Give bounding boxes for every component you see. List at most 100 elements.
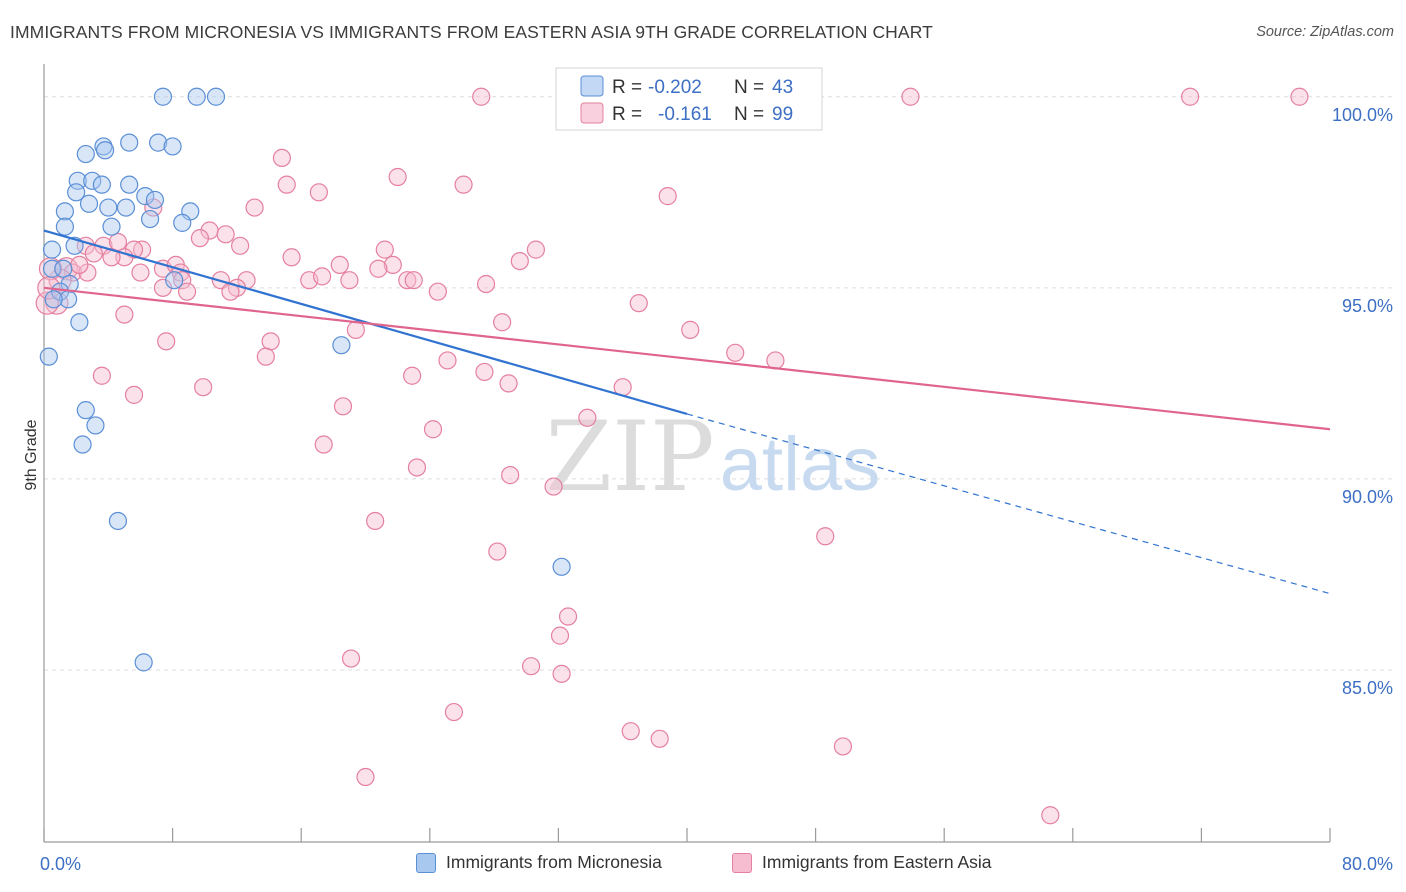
point-eastern-asia: [438, 351, 457, 370]
point-micronesia: [145, 190, 165, 210]
point-micronesia: [332, 336, 351, 355]
point-micronesia: [149, 133, 168, 152]
point-micronesia: [70, 313, 89, 332]
y-tick-label: 95.0%: [1342, 296, 1393, 316]
point-micronesia: [76, 144, 95, 164]
legend-r-value: -0.161: [658, 104, 712, 125]
chart-title: IMMIGRANTS FROM MICRONESIA VS IMMIGRANTS…: [10, 22, 933, 42]
point-micronesia: [92, 175, 111, 194]
point-eastern-asia: [544, 477, 563, 496]
y-tick-label: 100.0%: [1332, 105, 1393, 125]
point-micronesia: [79, 194, 99, 213]
point-micronesia: [136, 187, 155, 206]
point-eastern-asia: [510, 251, 529, 271]
point-eastern-asia: [277, 175, 296, 194]
point-micronesia: [163, 137, 182, 156]
point-eastern-asia: [658, 187, 677, 206]
point-eastern-asia: [681, 320, 700, 339]
legend-r-label: R =: [612, 77, 642, 98]
legend-item-eastern-asia: Immigrants from Eastern Asia: [732, 852, 992, 873]
point-eastern-asia: [70, 255, 89, 275]
point-eastern-asia: [476, 274, 496, 294]
point-micronesia: [86, 416, 105, 435]
point-micronesia: [108, 511, 128, 531]
point-eastern-asia: [726, 343, 745, 362]
point-eastern-asia: [388, 167, 407, 187]
legend-label: Immigrants from Micronesia: [446, 852, 662, 872]
point-eastern-asia: [272, 148, 292, 168]
point-eastern-asia: [314, 435, 333, 454]
point-eastern-asia: [454, 175, 473, 194]
point-eastern-asia: [403, 366, 422, 385]
axes: [43, 64, 1331, 843]
point-eastern-asia: [621, 722, 640, 741]
trend-line-micronesia-extrapolated: [686, 413, 1331, 595]
x-tick-label: 80.0%: [1342, 854, 1393, 874]
legend-n-label: N =: [734, 104, 764, 125]
point-eastern-asia: [407, 458, 427, 477]
point-micronesia: [116, 198, 136, 217]
point-eastern-asia: [501, 466, 520, 485]
y-tick-label: 85.0%: [1342, 678, 1393, 698]
point-micronesia: [73, 435, 92, 454]
point-eastern-asia: [330, 255, 349, 275]
point-eastern-asia: [550, 626, 570, 645]
point-eastern-asia: [157, 332, 176, 351]
point-eastern-asia: [346, 320, 365, 339]
point-eastern-asia: [54, 257, 79, 281]
series-eastern-asia-points: [35, 87, 1309, 825]
point-micronesia: [55, 217, 74, 236]
watermark: ZIP atlas: [545, 401, 880, 513]
point-eastern-asia: [383, 255, 402, 275]
point-micronesia: [173, 213, 192, 232]
y-tick-labels: 100.0% 95.0% 90.0% 85.0%: [1332, 105, 1393, 698]
point-eastern-asia: [1181, 87, 1200, 106]
point-eastern-asia: [369, 259, 388, 278]
point-eastern-asia: [521, 657, 541, 676]
legend-bottom: Immigrants from Micronesia Immigrants fr…: [0, 852, 1406, 876]
point-eastern-asia: [190, 229, 210, 248]
legend-pink-swatch: [580, 102, 604, 124]
legend-item-micronesia: Immigrants from Micronesia: [416, 852, 662, 873]
point-eastern-asia: [282, 248, 301, 267]
watermark-atlas: atlas: [720, 422, 881, 507]
legend-top: R = -0.202 N = 43 R = -0.161 N = 99: [555, 67, 823, 131]
legend-r-value: -0.202: [648, 77, 702, 98]
point-eastern-asia: [231, 236, 250, 255]
point-micronesia: [120, 175, 139, 194]
point-eastern-asia: [312, 267, 332, 286]
point-eastern-asia: [245, 198, 264, 217]
point-eastern-asia: [366, 511, 385, 531]
point-eastern-asia: [131, 263, 150, 282]
point-micronesia: [83, 171, 102, 190]
point-micronesia: [165, 271, 184, 290]
point-micronesia: [76, 401, 95, 420]
point-eastern-asia: [341, 649, 361, 668]
trend-line-eastern-asia: [43, 286, 1331, 431]
series-micronesia-points: [39, 87, 571, 672]
point-eastern-asia: [398, 271, 417, 290]
point-micronesia: [55, 202, 74, 221]
point-eastern-asia: [63, 263, 83, 282]
point-eastern-asia: [552, 664, 571, 683]
legend-swatch-pink: [732, 852, 752, 873]
legend-n-value: 99: [772, 104, 793, 125]
legend-r-label: R =: [612, 104, 642, 125]
point-eastern-asia: [261, 332, 280, 351]
point-eastern-asia: [558, 607, 578, 626]
trend-lines: [43, 229, 1331, 595]
point-eastern-asia: [1290, 87, 1309, 106]
point-eastern-asia: [475, 362, 494, 382]
point-eastern-asia: [92, 366, 111, 385]
legend-n-label: N =: [734, 77, 764, 98]
point-eastern-asia: [444, 702, 464, 722]
point-micronesia: [60, 274, 79, 294]
point-eastern-asia: [216, 225, 235, 244]
point-eastern-asia: [650, 729, 669, 748]
point-eastern-asia: [194, 378, 213, 397]
point-eastern-asia: [256, 347, 275, 366]
point-eastern-asia: [629, 294, 648, 313]
point-micronesia: [153, 87, 173, 106]
x-tick-label: 0.0%: [40, 854, 81, 874]
